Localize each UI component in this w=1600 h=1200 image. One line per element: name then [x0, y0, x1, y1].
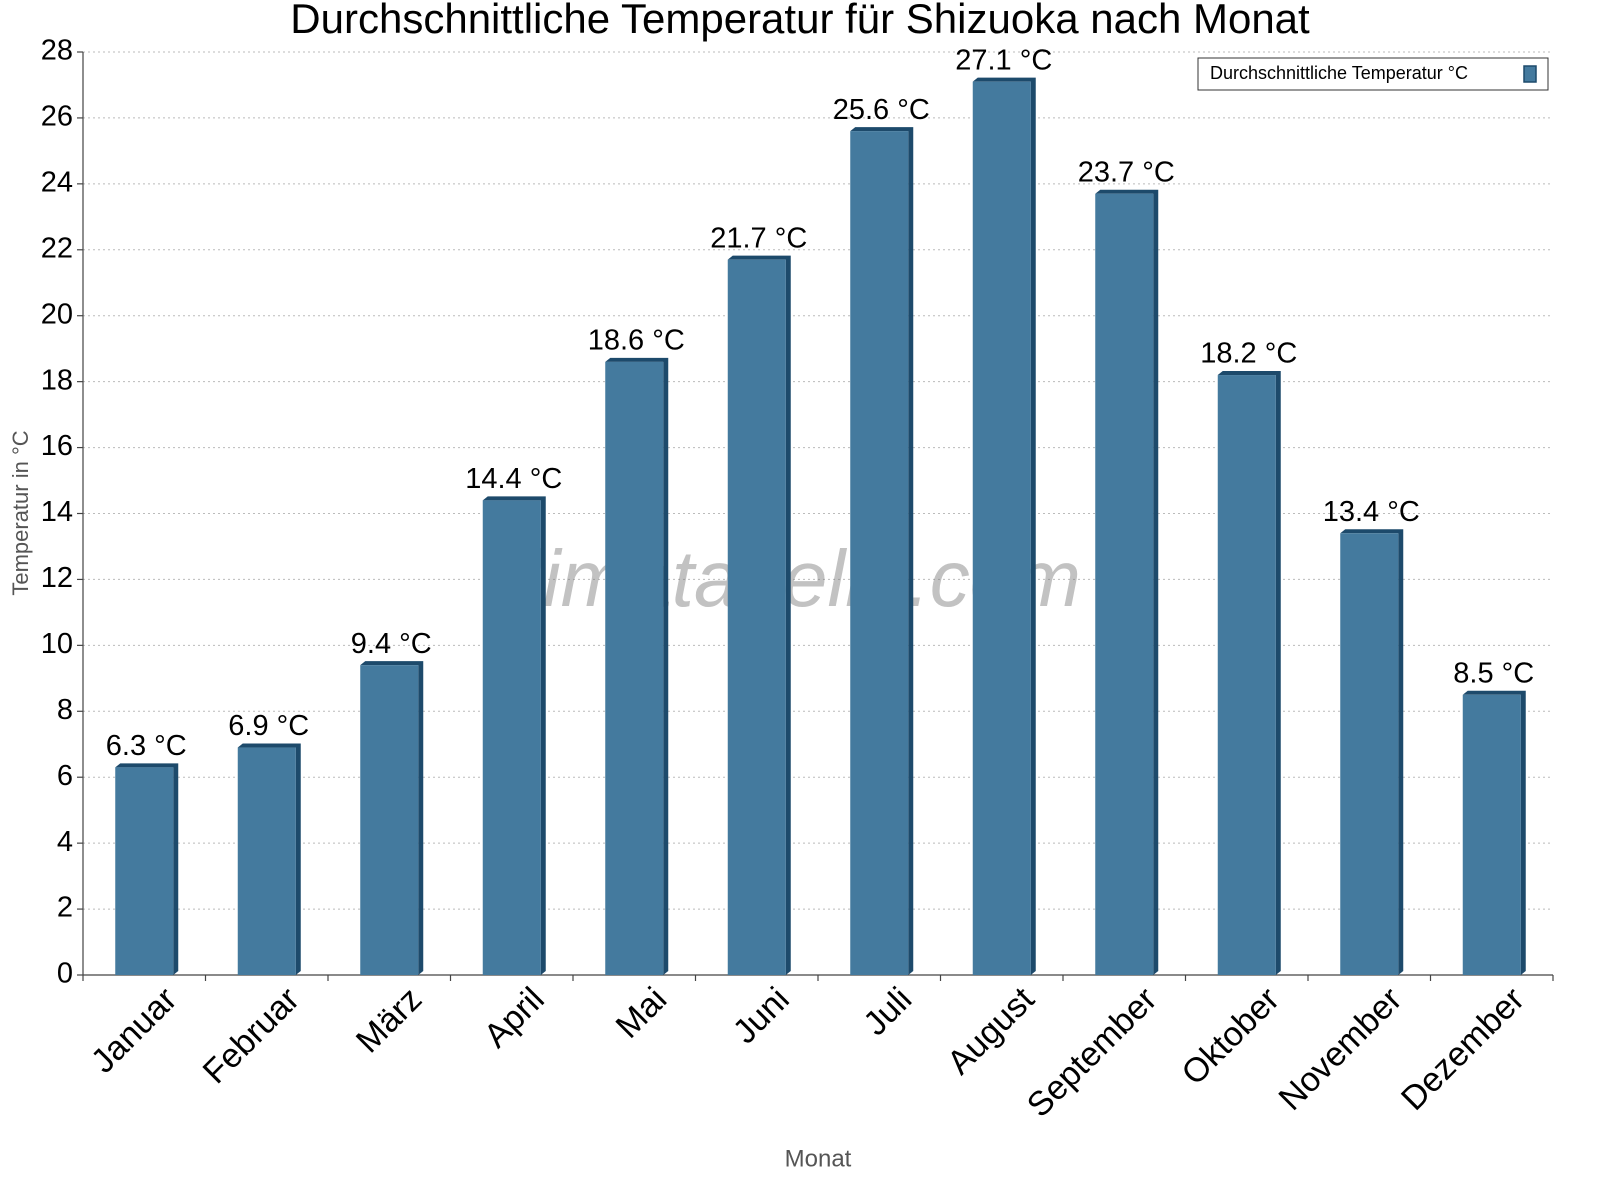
y-tick-label: 0	[57, 958, 73, 990]
legend-label: Durchschnittliche Temperatur °C	[1210, 63, 1468, 83]
value-label: 21.7 °C	[710, 222, 807, 254]
x-tick-label: Mai	[609, 980, 675, 1046]
y-tick-label: 28	[41, 35, 73, 67]
x-tick-label: April	[477, 980, 552, 1055]
bar	[605, 361, 664, 976]
value-label: 13.4 °C	[1323, 496, 1420, 528]
value-label: 18.2 °C	[1200, 338, 1297, 370]
x-axis-label: Monat	[785, 1145, 852, 1172]
bar	[1095, 193, 1154, 975]
y-axis-label: Temperatur in °C	[8, 430, 33, 595]
y-tick-label: 16	[41, 430, 73, 462]
chart-title: Durchschnittliche Temperatur für Shizuok…	[290, 0, 1310, 42]
bar	[850, 131, 909, 976]
x-tick-label: August	[940, 980, 1042, 1082]
y-tick-label: 14	[41, 496, 73, 528]
x-tick-label: März	[349, 980, 429, 1060]
y-tick-label: 6	[57, 760, 73, 792]
y-tick-label: 24	[41, 167, 73, 199]
bar	[1217, 375, 1276, 975]
value-label: 9.4 °C	[351, 628, 432, 660]
bar	[115, 767, 174, 975]
bar	[1462, 694, 1521, 975]
x-tick-label: Dezember	[1394, 980, 1532, 1118]
value-label: 27.1 °C	[955, 44, 1052, 76]
y-tick-label: 22	[41, 232, 73, 264]
x-tick-label: Februar	[196, 980, 307, 1091]
y-tick-label: 26	[41, 101, 73, 133]
y-tick-label: 12	[41, 562, 73, 594]
y-tick-label: 8	[57, 694, 73, 726]
y-tick-label: 20	[41, 298, 73, 330]
x-tick-label: Juli	[856, 980, 919, 1043]
bar	[972, 81, 1031, 976]
bar	[1340, 533, 1399, 975]
y-tick-label: 10	[41, 628, 73, 660]
value-label: 25.6 °C	[833, 94, 930, 126]
value-label: 23.7 °C	[1078, 156, 1175, 188]
bar	[727, 259, 786, 975]
value-label: 18.6 °C	[588, 325, 685, 357]
legend-swatch	[1523, 65, 1537, 83]
legend-box	[1197, 57, 1549, 91]
x-tick-label: Januar	[84, 980, 184, 1080]
x-tick-label: November	[1271, 980, 1409, 1118]
x-tick-label: Oktober	[1174, 980, 1286, 1092]
y-tick-label: 18	[41, 364, 73, 396]
y-tick-label: 4	[57, 826, 73, 858]
value-label: 6.9 °C	[228, 710, 309, 742]
value-label: 14.4 °C	[465, 463, 562, 495]
bar	[237, 747, 296, 975]
x-tick-label: Juni	[726, 980, 797, 1051]
value-label: 8.5 °C	[1453, 657, 1534, 689]
value-label: 6.3 °C	[106, 730, 187, 762]
bar	[482, 500, 541, 975]
y-tick-label: 2	[57, 892, 73, 924]
x-tick-label: September	[1020, 980, 1164, 1124]
bar	[360, 665, 419, 975]
